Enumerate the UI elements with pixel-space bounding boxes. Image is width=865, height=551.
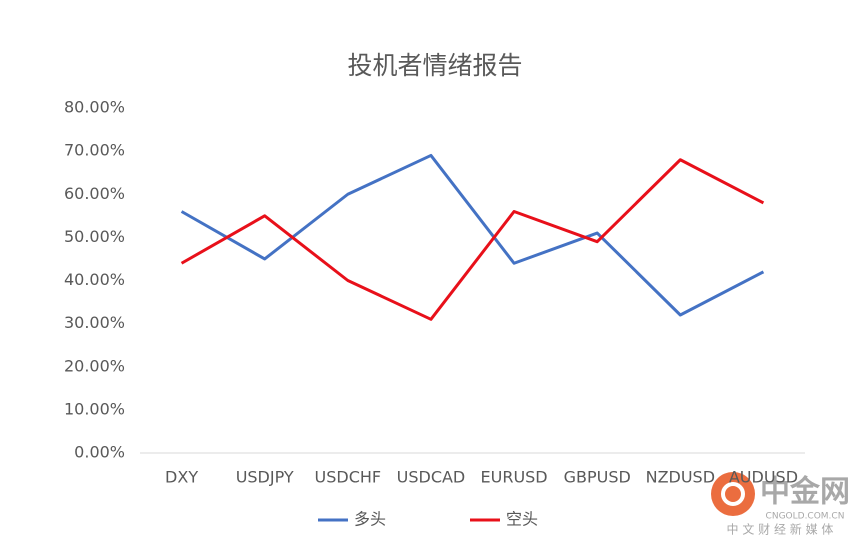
legend-label: 空头: [506, 510, 538, 529]
x-tick-label: USDCAD: [397, 468, 466, 487]
y-tick-label: 0.00%: [74, 443, 125, 462]
watermark-brand: 中金网: [760, 475, 850, 510]
chart-title: 投机者情绪报告: [347, 51, 522, 80]
y-tick-label: 10.00%: [64, 399, 125, 418]
y-tick-label: 50.00%: [64, 227, 125, 246]
y-tick-label: 60.00%: [64, 184, 125, 203]
x-tick-label: USDCHF: [315, 468, 382, 487]
watermark-site: CNGOLD.COM.CN: [766, 512, 845, 522]
x-tick-label: NZDUSD: [646, 468, 715, 487]
x-tick-label: GBPUSD: [564, 468, 631, 487]
watermark-slogan: 中 文 财 经 新 媒 体: [727, 522, 834, 537]
y-tick-label: 30.00%: [64, 313, 125, 332]
x-tick-label: AUDUSD: [729, 468, 798, 487]
y-tick-label: 20.00%: [64, 356, 125, 375]
series-line: [180, 158, 765, 321]
watermark-logo-mark: [721, 482, 745, 506]
y-tick-label: 40.00%: [64, 270, 125, 289]
x-tick-label: USDJPY: [236, 468, 294, 487]
watermark: 中金网 CNGOLD.COM.CN 中 文 财 经 新 媒 体: [711, 472, 850, 537]
watermark-logo: [711, 472, 755, 516]
x-tick-label: EURUSD: [481, 468, 548, 487]
y-tick-label: 80.00%: [64, 98, 125, 117]
legend-label: 多头: [354, 510, 386, 529]
x-tick-label: DXY: [165, 468, 198, 487]
series-line: [180, 153, 765, 317]
y-tick-label: 70.00%: [64, 141, 125, 160]
